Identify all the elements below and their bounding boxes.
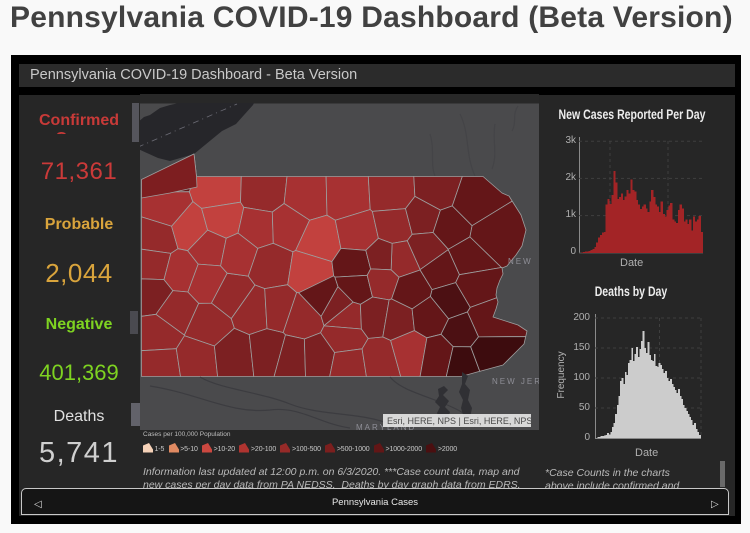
- svg-text:NEW JERS: NEW JERS: [492, 377, 539, 386]
- svg-text:Esri, HERE, NPS | Esri, HERE,: Esri, HERE, NPS | Esri, HERE, NPS: [387, 416, 532, 426]
- svg-text:NEW: NEW: [508, 257, 533, 266]
